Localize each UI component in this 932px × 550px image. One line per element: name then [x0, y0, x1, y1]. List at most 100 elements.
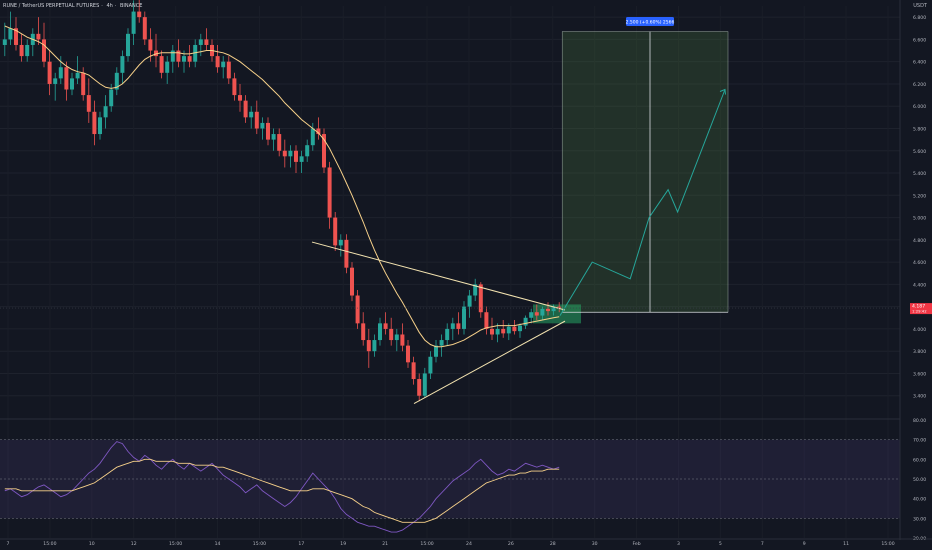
entry-zone[interactable] [533, 304, 581, 324]
candle-body[interactable] [170, 50, 175, 62]
candle-body[interactable] [98, 117, 102, 135]
candle-body[interactable] [159, 56, 164, 73]
candle-body[interactable] [467, 295, 472, 307]
candle-body[interactable] [142, 17, 147, 40]
candle-body[interactable] [221, 61, 226, 68]
candle-body[interactable] [2, 39, 7, 45]
candle-body[interactable] [187, 56, 192, 62]
candle-body[interactable] [148, 39, 153, 51]
candle-body[interactable] [182, 56, 186, 62]
candle-body[interactable] [484, 312, 489, 329]
candle-body[interactable] [232, 78, 237, 96]
candle-body[interactable] [378, 323, 382, 341]
candle-body[interactable] [400, 334, 405, 346]
candle-body[interactable] [310, 128, 315, 146]
candle-body[interactable] [277, 134, 282, 151]
candle-body[interactable] [204, 39, 209, 45]
candle-body[interactable] [47, 61, 52, 84]
candle-body[interactable] [490, 328, 494, 335]
candle-body[interactable] [75, 72, 80, 79]
candle-body[interactable] [165, 61, 170, 73]
candle-body[interactable] [8, 28, 13, 40]
candle-body[interactable] [126, 33, 130, 57]
candle-body[interactable] [64, 67, 69, 90]
candle-body[interactable] [450, 323, 455, 329]
candle-body[interactable] [434, 345, 438, 357]
candle-body[interactable] [114, 72, 119, 90]
candle-body[interactable] [103, 106, 108, 118]
candle-body[interactable] [417, 379, 422, 396]
interval[interactable]: 4h [106, 3, 113, 9]
rsi-line[interactable] [4, 441, 560, 533]
candle-body[interactable] [249, 111, 254, 118]
candle-body[interactable] [445, 328, 450, 341]
candle-body[interactable] [439, 340, 444, 346]
candle-body[interactable] [294, 150, 298, 162]
candle-body[interactable] [462, 306, 466, 329]
candle-body[interactable] [271, 134, 276, 140]
candle-body[interactable] [338, 239, 343, 246]
candle-body[interactable] [551, 306, 556, 312]
candle-body[interactable] [394, 334, 399, 341]
candle-body[interactable] [58, 67, 63, 79]
candle-body[interactable] [193, 44, 198, 62]
candle-body[interactable] [540, 308, 545, 316]
candle-body[interactable] [529, 312, 534, 318]
candle-body[interactable] [176, 50, 181, 62]
symbol-name[interactable]: RUNE / TetherUS PERPETUAL FUTURES [3, 3, 100, 9]
price-axis[interactable] [900, 0, 932, 550]
candle-body[interactable] [350, 267, 354, 296]
candle-body[interactable] [456, 323, 461, 329]
candle-body[interactable] [137, 11, 142, 18]
candle-body[interactable] [366, 340, 371, 352]
candle-body[interactable] [411, 362, 416, 380]
candle-body[interactable] [534, 312, 539, 316]
candle-body[interactable] [506, 326, 511, 334]
candle-body[interactable] [36, 33, 41, 40]
candle-body[interactable] [266, 122, 270, 140]
candle-body[interactable] [254, 111, 259, 129]
candle-body[interactable] [154, 50, 158, 57]
candle-body[interactable] [422, 373, 427, 396]
candle-body[interactable] [518, 325, 522, 332]
candle-body[interactable] [19, 44, 24, 57]
candle-body[interactable] [361, 323, 366, 341]
candle-body[interactable] [327, 167, 332, 218]
candle-body[interactable] [42, 39, 46, 62]
candle-body[interactable] [215, 56, 220, 68]
candle-body[interactable] [25, 44, 30, 57]
candle-body[interactable] [406, 345, 410, 363]
candle-body[interactable] [495, 328, 500, 335]
triangle-upper-trendline[interactable] [311, 241, 566, 311]
candle-body[interactable] [389, 328, 394, 341]
candle-body[interactable] [501, 328, 506, 334]
candle-body[interactable] [557, 306, 562, 308]
candle-body[interactable] [53, 78, 58, 84]
candle-body[interactable] [355, 295, 360, 324]
candle-body[interactable] [70, 78, 74, 90]
candle-body[interactable] [316, 128, 321, 135]
candle-body[interactable] [322, 134, 326, 168]
candle-body[interactable] [478, 284, 483, 313]
candle-body[interactable] [512, 326, 517, 332]
candle-body[interactable] [299, 156, 304, 162]
candle-body[interactable] [226, 61, 231, 79]
moving-average-line[interactable] [4, 25, 560, 348]
candle-body[interactable] [120, 56, 125, 73]
candle-body[interactable] [523, 317, 528, 326]
candle-body[interactable] [383, 323, 388, 329]
candle-body[interactable] [546, 308, 550, 312]
candle-body[interactable] [372, 340, 377, 352]
candle-body[interactable] [305, 145, 310, 157]
candle-body[interactable] [81, 72, 86, 96]
candle-body[interactable] [238, 95, 242, 101]
candle-body[interactable] [86, 95, 91, 112]
rsi-ma-line[interactable] [4, 458, 560, 523]
candle-body[interactable] [344, 239, 349, 268]
projection-path[interactable] [559, 89, 726, 316]
candle-body[interactable] [282, 150, 287, 157]
triangle-lower-trendline[interactable] [413, 320, 566, 404]
candle-body[interactable] [260, 122, 265, 129]
candle-body[interactable] [92, 111, 97, 135]
